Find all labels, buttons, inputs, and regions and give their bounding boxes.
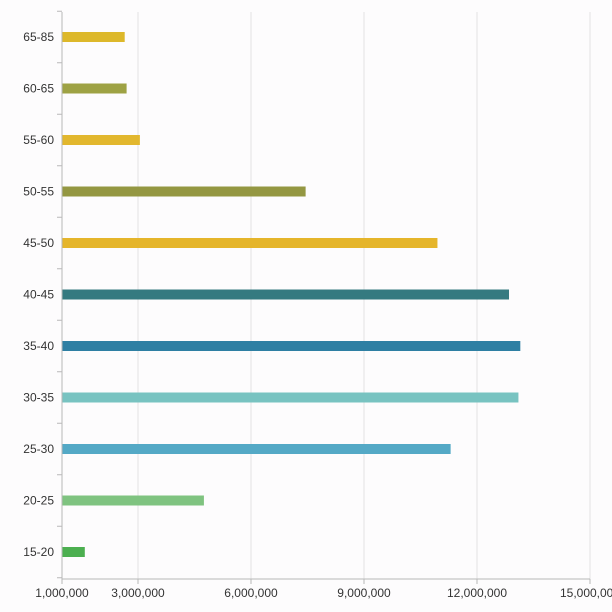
x-tick-label: 12,000,000 — [447, 586, 507, 600]
bar-45-50[interactable] — [62, 238, 438, 248]
bar-25-30[interactable] — [62, 444, 451, 454]
y-tick-label: 30-35 — [23, 391, 54, 405]
x-tick-label: 6,000,000 — [224, 586, 278, 600]
y-tick-label: 40-45 — [23, 288, 54, 302]
bar-15-20[interactable] — [62, 547, 85, 557]
label-layer: 15-20 20-25 25-30 30-35 35-40 40-45 45-50 50-55… — [23, 30, 612, 600]
bar-20-25[interactable] — [62, 495, 204, 506]
bar-40-45[interactable] — [62, 289, 510, 300]
x-tick-label: 9,000,000 — [337, 586, 391, 600]
bar-35-40[interactable] — [62, 341, 521, 351]
bar-60-65[interactable] — [62, 83, 127, 94]
bar-55-60[interactable] — [62, 135, 140, 145]
y-tick-label: 20-25 — [23, 494, 54, 508]
y-tick-label: 50-55 — [23, 185, 54, 199]
axis-layer — [57, 10, 591, 584]
bar-50-55[interactable] — [62, 186, 306, 197]
y-tick-label: 15-20 — [23, 545, 54, 559]
y-tick-label: 55-60 — [23, 133, 54, 147]
bar-65-85[interactable] — [62, 32, 125, 42]
x-tick-label: 1,000,000 — [35, 586, 89, 600]
bar-layer — [62, 32, 521, 557]
y-tick-label: 25-30 — [23, 442, 54, 456]
y-tick-label: 65-85 — [23, 30, 54, 44]
y-tick-label: 60-65 — [23, 82, 54, 96]
x-tick-label: 3,000,000 — [111, 586, 165, 600]
y-tick-label: 45-50 — [23, 236, 54, 250]
x-tick-label: 15,000,000 — [560, 586, 612, 600]
y-tick-label: 35-40 — [23, 339, 54, 353]
bar-30-35[interactable] — [62, 392, 519, 403]
